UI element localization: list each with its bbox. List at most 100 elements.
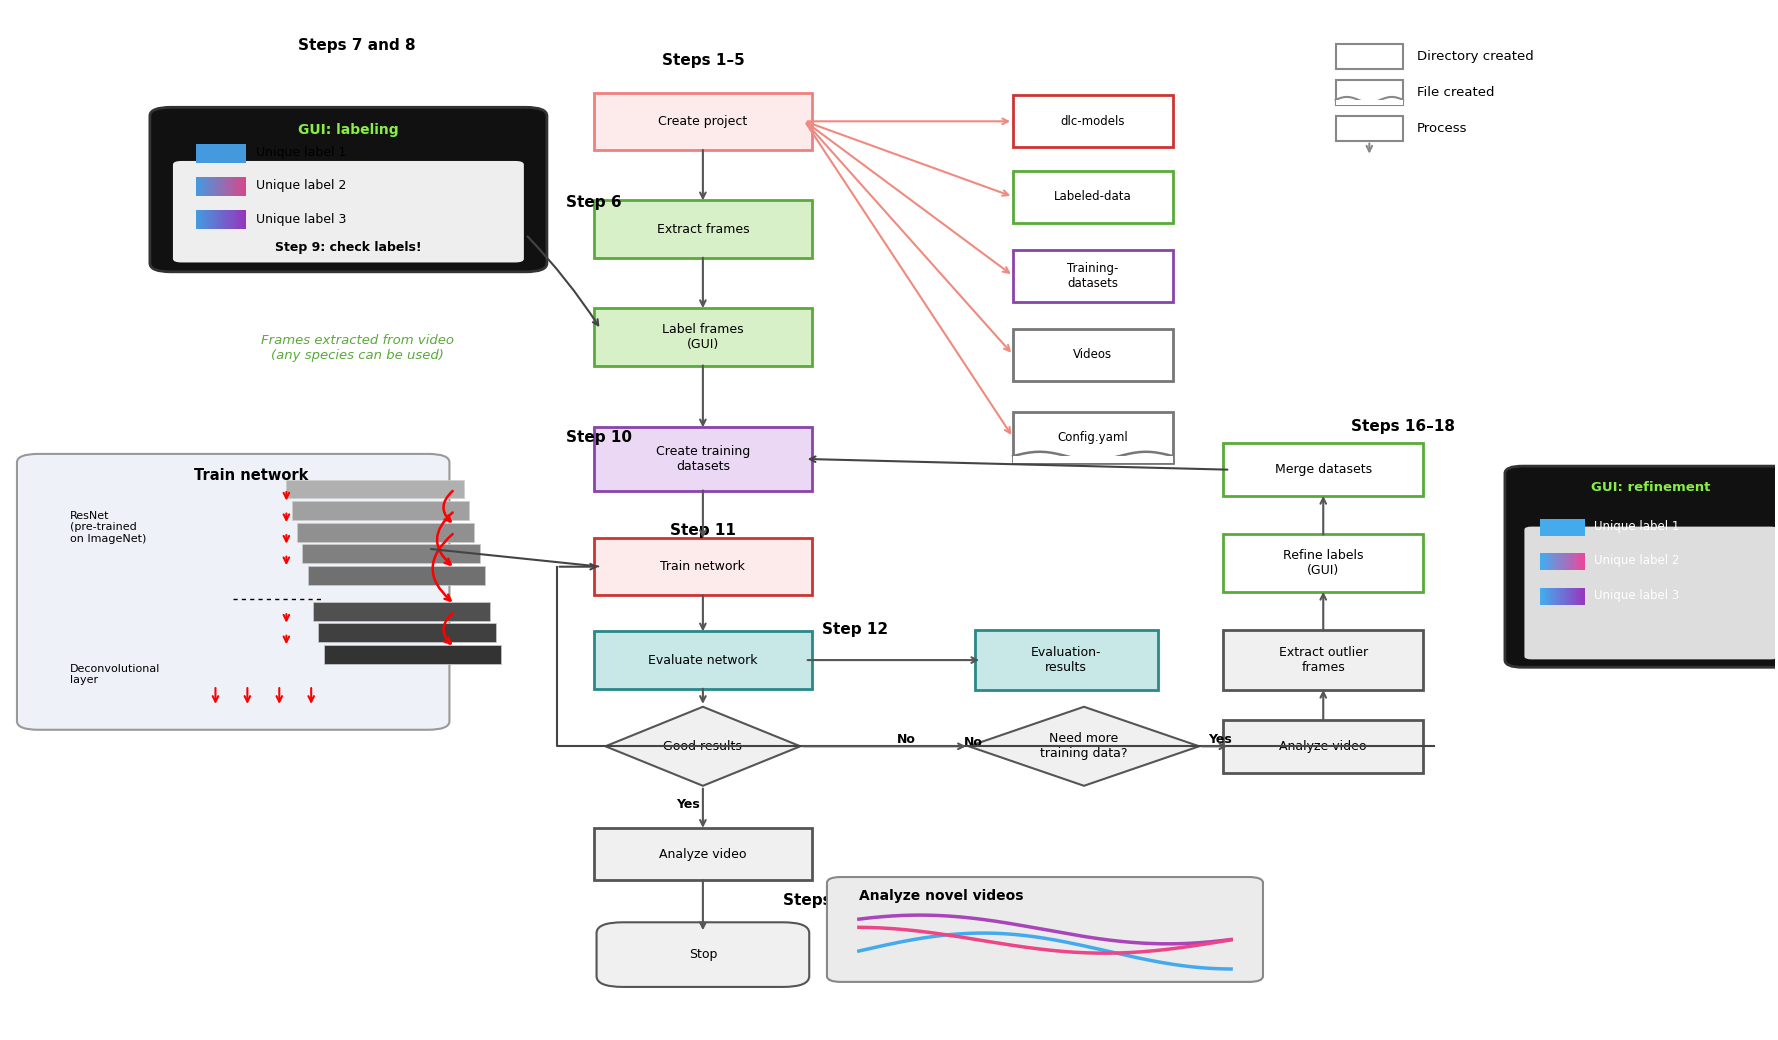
- Text: Deconvolutional
layer: Deconvolutional layer: [69, 664, 160, 685]
- Bar: [1013, 412, 1070, 422]
- FancyBboxPatch shape: [594, 201, 813, 258]
- Text: Directory created: Directory created: [1417, 50, 1534, 63]
- Bar: [1540, 553, 1543, 570]
- Text: dlc-models: dlc-models: [1061, 114, 1125, 128]
- Bar: [1570, 519, 1572, 536]
- Bar: [1552, 553, 1554, 570]
- Text: Step 10: Step 10: [567, 430, 633, 445]
- Bar: [1545, 553, 1547, 570]
- Bar: [1582, 519, 1584, 536]
- Text: Analyze novel videos: Analyze novel videos: [859, 889, 1024, 903]
- Bar: [203, 210, 206, 229]
- Bar: [1575, 553, 1579, 570]
- FancyBboxPatch shape: [1013, 96, 1173, 148]
- Text: Create project: Create project: [658, 114, 747, 128]
- FancyBboxPatch shape: [292, 501, 469, 520]
- Bar: [244, 145, 245, 163]
- Polygon shape: [605, 707, 800, 786]
- Text: Train network: Train network: [660, 561, 745, 573]
- Text: Steps 7 and 8: Steps 7 and 8: [299, 38, 416, 53]
- Text: Extract outlier
frames: Extract outlier frames: [1278, 646, 1367, 674]
- Bar: [1563, 553, 1565, 570]
- Text: Steps 13–15: Steps 13–15: [782, 893, 887, 908]
- Bar: [1561, 519, 1563, 536]
- FancyBboxPatch shape: [286, 479, 464, 498]
- Bar: [236, 210, 238, 229]
- Bar: [1575, 519, 1579, 536]
- Text: Steps 1–5: Steps 1–5: [661, 53, 745, 68]
- Bar: [199, 145, 201, 163]
- Bar: [1540, 588, 1543, 605]
- FancyBboxPatch shape: [597, 922, 809, 987]
- Bar: [1579, 588, 1581, 605]
- Bar: [1543, 588, 1545, 605]
- Bar: [1549, 588, 1552, 605]
- Bar: [1565, 588, 1566, 605]
- Bar: [228, 178, 231, 196]
- Bar: [1335, 43, 1362, 50]
- FancyBboxPatch shape: [1013, 329, 1173, 381]
- Text: No: No: [964, 736, 983, 749]
- Bar: [1581, 588, 1582, 605]
- Bar: [1013, 250, 1070, 260]
- FancyBboxPatch shape: [297, 523, 475, 542]
- Bar: [1581, 519, 1582, 536]
- Bar: [224, 178, 226, 196]
- Text: Yes: Yes: [676, 798, 699, 811]
- Bar: [213, 210, 215, 229]
- FancyBboxPatch shape: [308, 566, 485, 584]
- Bar: [244, 210, 245, 229]
- Bar: [1556, 519, 1558, 536]
- FancyBboxPatch shape: [594, 427, 813, 491]
- Bar: [1543, 519, 1545, 536]
- FancyBboxPatch shape: [1223, 630, 1424, 690]
- Text: Step 6: Step 6: [567, 194, 622, 210]
- Text: Train network: Train network: [194, 468, 308, 483]
- Bar: [231, 210, 233, 229]
- FancyBboxPatch shape: [302, 544, 480, 563]
- Bar: [1554, 519, 1556, 536]
- Bar: [206, 210, 208, 229]
- Bar: [219, 210, 220, 229]
- Bar: [1563, 588, 1565, 605]
- FancyBboxPatch shape: [594, 538, 813, 596]
- Text: Training-
datasets: Training- datasets: [1067, 262, 1118, 290]
- Bar: [196, 145, 199, 163]
- Bar: [236, 145, 238, 163]
- Text: Refine labels
(GUI): Refine labels (GUI): [1284, 549, 1364, 577]
- Bar: [1013, 96, 1070, 106]
- Text: Step 9: check labels!: Step 9: check labels!: [276, 241, 421, 254]
- Bar: [1549, 519, 1552, 536]
- Bar: [1566, 588, 1570, 605]
- Text: Analyze video: Analyze video: [660, 848, 747, 860]
- FancyBboxPatch shape: [594, 93, 813, 150]
- Text: Config.yaml: Config.yaml: [1058, 431, 1129, 444]
- Bar: [244, 178, 245, 196]
- Bar: [1558, 588, 1561, 605]
- Bar: [1579, 553, 1581, 570]
- FancyBboxPatch shape: [324, 645, 501, 664]
- Bar: [238, 210, 240, 229]
- Bar: [1566, 553, 1570, 570]
- Bar: [1565, 519, 1566, 536]
- FancyBboxPatch shape: [313, 602, 491, 621]
- Bar: [238, 145, 240, 163]
- Bar: [206, 178, 208, 196]
- Text: No: No: [898, 732, 916, 746]
- FancyBboxPatch shape: [1223, 720, 1424, 773]
- Bar: [1545, 588, 1547, 605]
- Text: Merge datasets: Merge datasets: [1275, 463, 1373, 476]
- Text: Process: Process: [1417, 122, 1467, 135]
- Bar: [1579, 519, 1581, 536]
- Text: Step 11: Step 11: [670, 523, 736, 539]
- Bar: [196, 178, 199, 196]
- Text: Need more
training data?: Need more training data?: [1040, 732, 1127, 760]
- Bar: [1582, 553, 1584, 570]
- Bar: [213, 178, 215, 196]
- Text: Unique label 3: Unique label 3: [256, 212, 347, 226]
- Text: Step 12: Step 12: [821, 622, 887, 636]
- Text: Frames extracted from video
(any species can be used): Frames extracted from video (any species…: [261, 334, 453, 362]
- Bar: [1575, 588, 1579, 605]
- Bar: [1574, 519, 1575, 536]
- Bar: [213, 145, 215, 163]
